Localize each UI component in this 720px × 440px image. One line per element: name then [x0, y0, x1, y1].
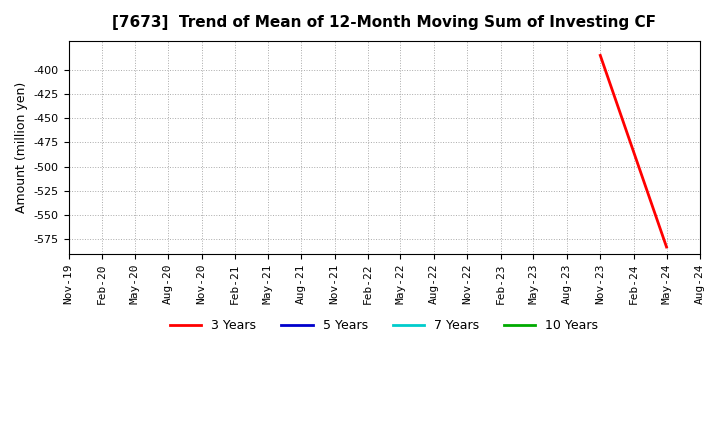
Y-axis label: Amount (million yen): Amount (million yen): [15, 82, 28, 213]
Title: [7673]  Trend of Mean of 12-Month Moving Sum of Investing CF: [7673] Trend of Mean of 12-Month Moving …: [112, 15, 656, 30]
Legend: 3 Years, 5 Years, 7 Years, 10 Years: 3 Years, 5 Years, 7 Years, 10 Years: [165, 314, 603, 337]
